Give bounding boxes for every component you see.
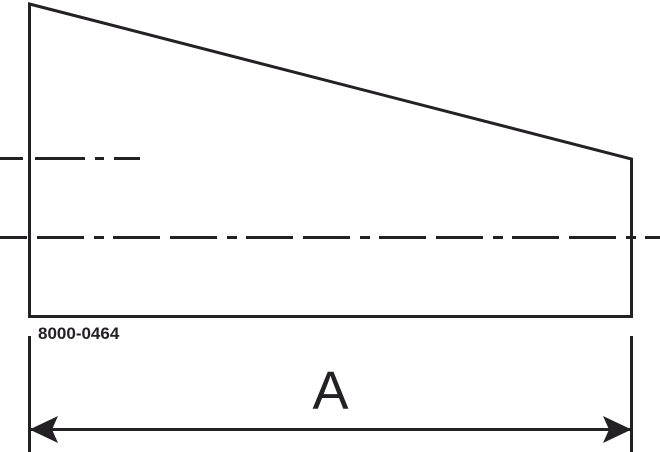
part-number-label: 8000-0464 <box>38 324 120 343</box>
right-arrowhead <box>603 416 632 443</box>
dimension-a-label: A <box>312 361 349 421</box>
left-arrowhead <box>29 416 58 443</box>
reducer-body-outline <box>28 2 633 318</box>
